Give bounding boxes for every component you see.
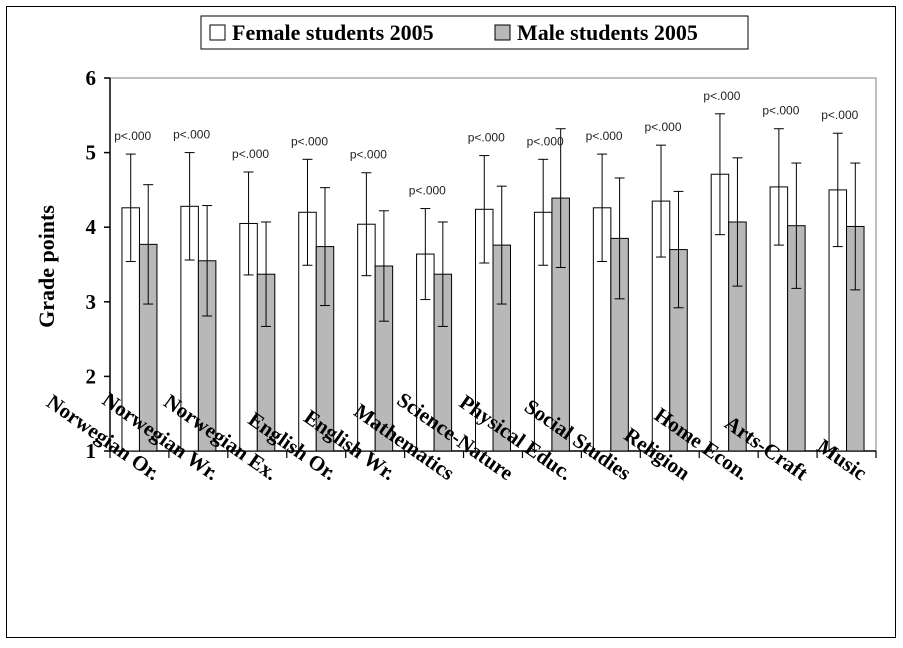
y-tick-label: 3 (86, 290, 97, 314)
p-value-annotation: p<.000 (350, 148, 387, 162)
p-value-annotation: p<.000 (173, 128, 210, 142)
p-value-annotation: p<.000 (114, 129, 151, 143)
legend-swatch-female (209, 24, 226, 41)
p-value-annotation: p<.000 (291, 134, 328, 148)
p-value-annotation: p<.000 (762, 104, 799, 118)
p-value-annotation: p<.000 (468, 131, 505, 145)
y-tick-label: 4 (86, 215, 97, 239)
p-value-annotation: p<.000 (527, 134, 564, 148)
y-tick-label: 1 (86, 439, 97, 463)
y-tick-label: 5 (86, 141, 97, 165)
legend-box (200, 15, 749, 50)
p-value-annotation: p<.000 (821, 108, 858, 122)
y-axis-title: Grade points (34, 205, 59, 328)
y-tick-label: 6 (86, 66, 97, 90)
p-value-annotation: p<.000 (586, 129, 623, 143)
p-value-annotation: p<.000 (703, 89, 740, 103)
p-value-annotation: p<.000 (644, 120, 681, 134)
legend-swatch-male (494, 24, 511, 41)
y-tick-label: 2 (86, 364, 97, 388)
legend-label-female: Female students 2005 (232, 20, 434, 45)
legend-label-male: Male students 2005 (517, 20, 698, 45)
p-value-annotation: p<.000 (409, 184, 446, 198)
p-value-annotation: p<.000 (232, 147, 269, 161)
